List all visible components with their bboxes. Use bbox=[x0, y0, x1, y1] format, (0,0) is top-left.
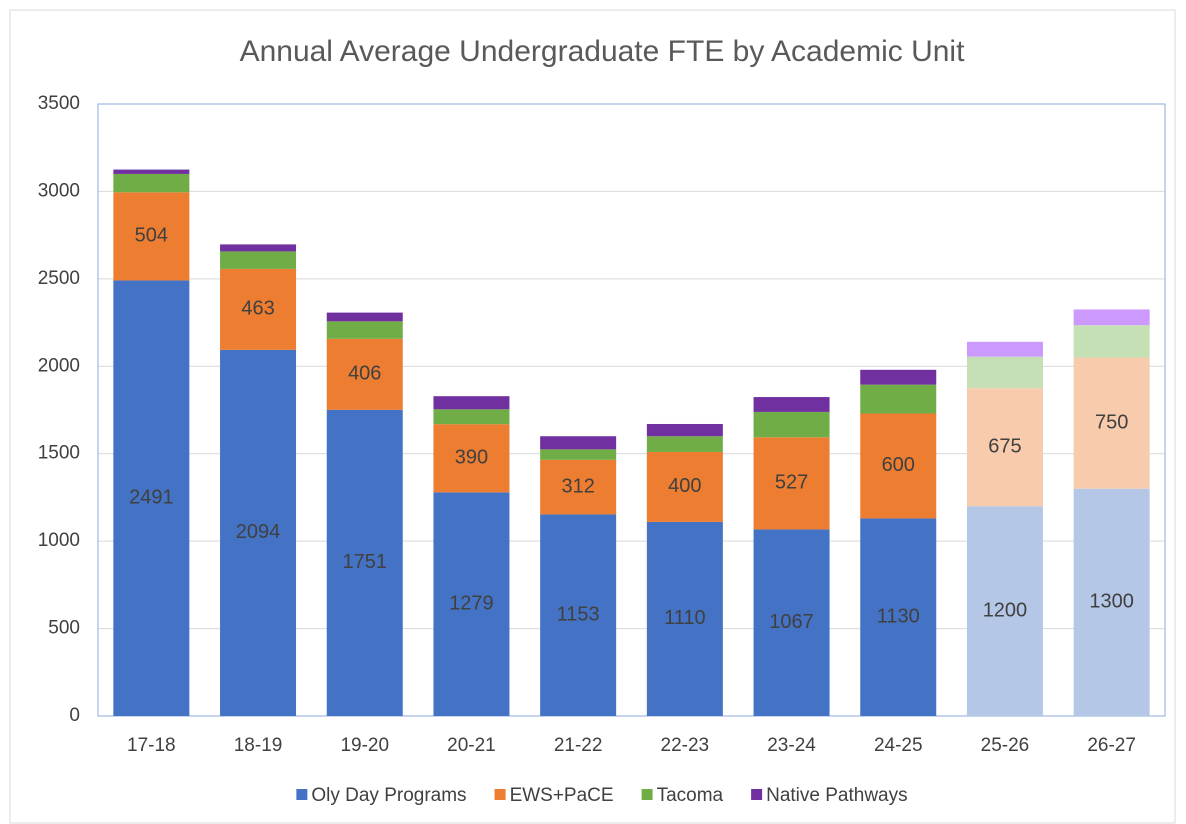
x-tick-label: 19-20 bbox=[340, 735, 389, 756]
data-label: 390 bbox=[455, 447, 488, 469]
bar-segment bbox=[1073, 309, 1150, 326]
x-tick-label: 21-22 bbox=[554, 735, 603, 756]
x-tick-label: 23-24 bbox=[767, 735, 816, 756]
bar-segment bbox=[753, 529, 830, 716]
bar-segment bbox=[1073, 488, 1150, 716]
y-tick-label: 1000 bbox=[38, 530, 80, 551]
bar-segment bbox=[113, 192, 190, 281]
bar-segment bbox=[646, 521, 723, 716]
data-label: 675 bbox=[988, 435, 1021, 457]
y-tick-label: 0 bbox=[69, 705, 80, 726]
bar-segment bbox=[433, 492, 510, 716]
bar-segment bbox=[860, 369, 937, 385]
data-label: 2491 bbox=[129, 486, 174, 508]
data-label: 1300 bbox=[1089, 591, 1134, 613]
bar-segment bbox=[860, 384, 937, 414]
bar-segment bbox=[220, 244, 297, 252]
x-tick-label: 17-18 bbox=[127, 735, 176, 756]
bar-segment bbox=[966, 356, 1043, 389]
bar-segment bbox=[326, 338, 403, 410]
data-label: 406 bbox=[348, 363, 381, 385]
bar-segment bbox=[753, 411, 830, 438]
data-label: 312 bbox=[561, 475, 594, 497]
data-label: 463 bbox=[241, 298, 274, 320]
bar-segment bbox=[220, 251, 297, 269]
bar-segment bbox=[220, 268, 297, 350]
bar-segment bbox=[540, 514, 617, 716]
legend-swatch bbox=[641, 789, 653, 800]
bar-segment bbox=[113, 173, 190, 193]
bar-segment bbox=[113, 169, 190, 174]
data-label: 400 bbox=[668, 475, 701, 497]
data-label: 504 bbox=[135, 225, 168, 247]
data-label: 1751 bbox=[343, 551, 388, 573]
bar-segment bbox=[753, 397, 830, 412]
data-label: 1110 bbox=[664, 607, 706, 629]
bar-segment bbox=[966, 341, 1043, 357]
data-label: 1279 bbox=[449, 592, 494, 614]
y-tick-label: 2000 bbox=[38, 355, 80, 376]
x-tick-label: 25-26 bbox=[981, 735, 1030, 756]
data-label: 750 bbox=[1095, 411, 1128, 433]
legend-swatch bbox=[751, 789, 763, 800]
y-tick-label: 3500 bbox=[38, 93, 80, 114]
bar-segment bbox=[966, 506, 1043, 716]
data-label: 1067 bbox=[769, 611, 814, 633]
bar-segment bbox=[326, 321, 403, 339]
x-tick-label: 20-21 bbox=[447, 735, 496, 756]
legend-label: Native Pathways bbox=[766, 785, 908, 806]
bar-segment bbox=[220, 349, 297, 716]
x-tick-label: 26-27 bbox=[1087, 735, 1136, 756]
data-label: 1130 bbox=[877, 605, 920, 627]
legend-swatch bbox=[296, 789, 308, 800]
x-tick-label: 18-19 bbox=[234, 735, 283, 756]
bar-segment bbox=[1073, 357, 1150, 489]
bar-segment bbox=[646, 436, 723, 452]
bar-segment bbox=[1073, 325, 1150, 358]
bar-segment bbox=[860, 518, 937, 716]
data-label: 600 bbox=[882, 454, 915, 476]
data-label: 1200 bbox=[983, 599, 1028, 621]
data-label: 1153 bbox=[557, 603, 600, 625]
bar-segment bbox=[646, 423, 723, 437]
legend-label: EWS+PaCE bbox=[510, 785, 614, 806]
bar-segment bbox=[433, 396, 510, 410]
legend-label: Oly Day Programs bbox=[311, 785, 466, 806]
bar-segment bbox=[326, 312, 403, 322]
bar-segment bbox=[540, 459, 617, 515]
y-tick-label: 1500 bbox=[38, 443, 80, 464]
bar-segment bbox=[540, 436, 617, 450]
bar-segment bbox=[966, 388, 1043, 507]
bar-segment bbox=[433, 424, 510, 493]
bar-segment bbox=[326, 409, 403, 716]
legend-label: Tacoma bbox=[657, 785, 724, 806]
bar-segment bbox=[753, 437, 830, 530]
bar-segment bbox=[860, 413, 937, 519]
chart-title: Annual Average Undergraduate FTE by Acad… bbox=[240, 35, 966, 68]
x-tick-label: 22-23 bbox=[661, 735, 710, 756]
y-tick-label: 500 bbox=[48, 618, 80, 639]
y-tick-label: 3000 bbox=[38, 180, 80, 201]
bar-segment bbox=[540, 449, 617, 460]
data-label: 527 bbox=[775, 472, 808, 494]
y-tick-label: 2500 bbox=[38, 268, 80, 289]
bar-segment bbox=[113, 280, 190, 716]
data-label: 2094 bbox=[236, 521, 281, 543]
legend-swatch bbox=[494, 789, 506, 800]
bar-segment bbox=[646, 451, 723, 522]
x-tick-label: 24-25 bbox=[874, 735, 923, 756]
bar-segment bbox=[433, 409, 510, 425]
plot-border bbox=[97, 103, 1166, 717]
